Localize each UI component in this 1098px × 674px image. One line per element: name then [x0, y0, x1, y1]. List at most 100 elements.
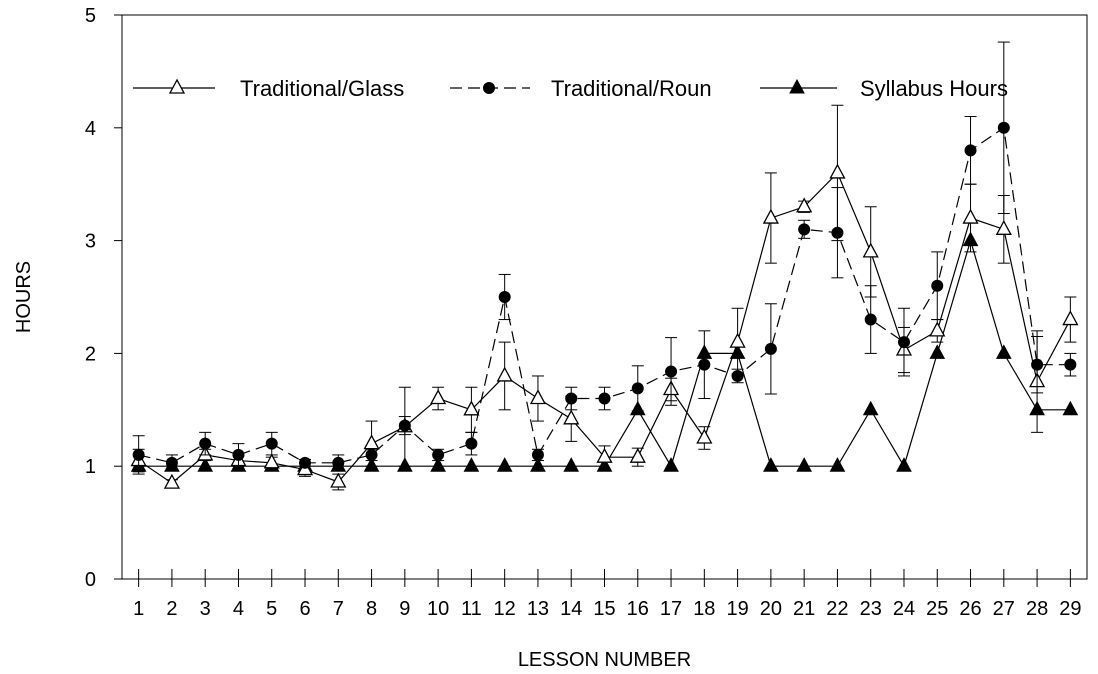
data-point [463, 457, 480, 472]
x-tick-label: 10 [427, 598, 449, 620]
data-point [864, 313, 877, 326]
x-tick-label: 28 [1026, 598, 1048, 620]
x-tick-label: 9 [399, 598, 410, 620]
x-tick-label: 26 [959, 598, 981, 620]
x-tick-label: 11 [461, 598, 482, 620]
y-axis-title: HOURS [13, 261, 35, 333]
data-point [862, 242, 879, 258]
data-point [995, 344, 1012, 359]
data-point [363, 434, 380, 450]
data-point [1062, 400, 1079, 416]
data-point [265, 437, 278, 450]
data-point [964, 144, 977, 157]
series-line [138, 238, 1071, 468]
data-point [299, 456, 312, 469]
series-1 [132, 41, 1077, 475]
data-point [696, 428, 713, 444]
data-point [796, 197, 813, 213]
data-point [729, 332, 746, 348]
legend-marker [168, 78, 186, 94]
x-tick-label: 17 [660, 598, 682, 620]
series-line [138, 126, 1071, 464]
x-tick-label: 1 [133, 598, 144, 620]
x-tick-label: 4 [233, 598, 244, 620]
data-point [831, 226, 844, 239]
data-point [862, 400, 879, 416]
x-tick-label: 21 [793, 598, 815, 620]
x-tick-label: 27 [993, 598, 1015, 620]
data-point [529, 389, 547, 405]
data-point [465, 437, 478, 450]
x-tick-label: 24 [893, 598, 915, 620]
data-point [199, 437, 212, 450]
x-tick-label: 20 [760, 598, 782, 620]
data-point [631, 382, 644, 395]
legend-marker [789, 78, 805, 94]
x-tick-label: 2 [166, 598, 177, 620]
x-tick-label: 25 [926, 598, 948, 620]
x-tick-label: 12 [494, 598, 516, 620]
data-point [197, 457, 214, 472]
data-point [432, 448, 445, 461]
data-point [332, 456, 345, 469]
data-point [698, 358, 711, 371]
series-2 [130, 231, 1079, 472]
data-point [896, 457, 912, 472]
x-tick-label: 13 [527, 598, 549, 620]
x-tick-label: 29 [1059, 598, 1081, 620]
x-tick-label: 5 [266, 598, 277, 620]
x-tick-label: 22 [826, 598, 848, 620]
data-point [764, 342, 777, 355]
data-point [731, 369, 744, 382]
x-tick-label: 15 [593, 598, 615, 620]
data-point [163, 473, 181, 489]
data-point [263, 453, 280, 469]
x-axis-title: LESSON NUMBER [518, 649, 691, 671]
x-tick-label: 3 [200, 598, 211, 620]
x-tick-label: 18 [693, 598, 715, 620]
data-point [365, 448, 378, 461]
data-point [1064, 358, 1077, 371]
x-tick-label: 7 [333, 598, 344, 620]
data-point [929, 344, 946, 359]
data-point [663, 457, 679, 472]
data-point [496, 366, 513, 382]
data-point [763, 457, 779, 472]
y-tick-label: 0 [85, 569, 96, 591]
data-point [829, 163, 846, 179]
x-tick-label: 6 [299, 598, 310, 620]
data-point [132, 448, 145, 461]
data-point [598, 392, 611, 405]
data-point [530, 457, 546, 472]
data-point [629, 447, 646, 463]
legend: Traditional/Glass Traditional/Roun Syllabu… [133, 76, 1008, 101]
y-tick-label: 4 [85, 118, 96, 140]
data-point [563, 409, 580, 425]
legend-label: Traditional/Roun [551, 76, 712, 101]
data-point [962, 208, 979, 224]
data-point [498, 291, 511, 303]
data-point [596, 447, 613, 463]
data-point [1062, 310, 1079, 326]
data-point [232, 448, 245, 461]
data-point [1031, 358, 1044, 371]
data-point [897, 336, 910, 349]
data-point [931, 279, 944, 292]
data-point [762, 208, 779, 224]
data-point [531, 448, 544, 461]
legend-label: Traditional/Glass [240, 76, 404, 101]
x-tick-label: 14 [560, 598, 582, 620]
data-point [463, 400, 480, 416]
data-point [997, 121, 1010, 134]
y-tick-label: 1 [85, 456, 96, 478]
data-point [330, 472, 347, 488]
x-tick-label: 19 [726, 598, 748, 620]
data-point [496, 457, 513, 472]
data-point [430, 457, 446, 472]
legend-marker [483, 82, 495, 94]
x-tick-label: 16 [627, 598, 649, 620]
data-point [565, 392, 578, 405]
data-point [165, 456, 178, 469]
